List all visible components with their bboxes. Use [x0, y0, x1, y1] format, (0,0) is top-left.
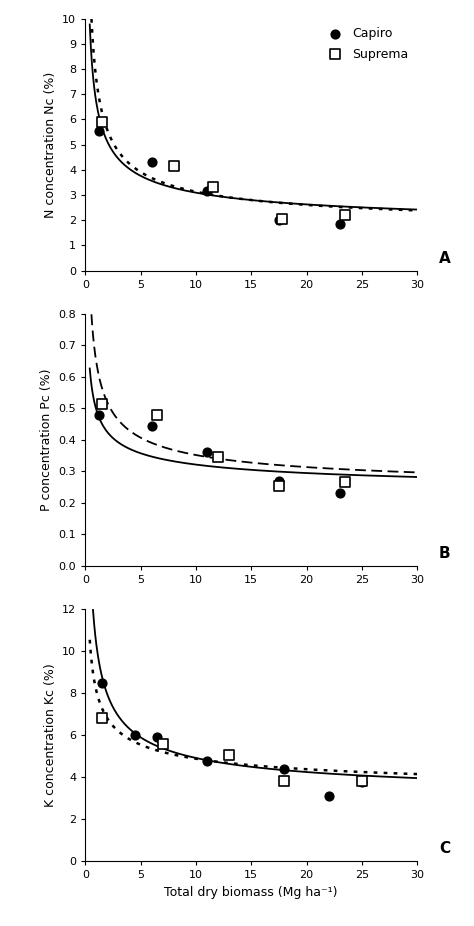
Capiro: [154, 730, 161, 745]
Capiro: [325, 789, 332, 804]
Legend: Capiro, Suprema: Capiro, Suprema: [321, 25, 411, 63]
Suprema: [214, 450, 222, 465]
Capiro: [148, 419, 155, 433]
Suprema: [281, 774, 288, 789]
Suprema: [341, 475, 349, 490]
Text: A: A: [438, 251, 450, 266]
Suprema: [358, 774, 365, 789]
Text: B: B: [438, 545, 450, 561]
Suprema: [98, 711, 106, 726]
Capiro: [336, 486, 344, 501]
Suprema: [209, 180, 216, 194]
Capiro: [203, 754, 211, 769]
Capiro: [358, 775, 365, 790]
Capiro: [203, 183, 211, 198]
Suprema: [278, 211, 286, 226]
Y-axis label: P concentration Pc (%): P concentration Pc (%): [40, 369, 53, 511]
Suprema: [275, 478, 283, 493]
Capiro: [336, 217, 344, 232]
Capiro: [95, 123, 102, 138]
X-axis label: Total dry biomass (Mg ha⁻¹): Total dry biomass (Mg ha⁻¹): [164, 886, 338, 899]
Capiro: [148, 155, 155, 169]
Suprema: [170, 158, 178, 173]
Capiro: [203, 445, 211, 460]
Suprema: [98, 396, 106, 411]
Y-axis label: N concentration Nc (%): N concentration Nc (%): [44, 71, 57, 218]
Capiro: [281, 761, 288, 776]
Text: C: C: [439, 841, 450, 857]
Capiro: [275, 473, 283, 488]
Suprema: [154, 407, 161, 422]
Y-axis label: K concentration Kc (%): K concentration Kc (%): [44, 663, 56, 807]
Capiro: [131, 728, 139, 743]
Suprema: [98, 115, 106, 130]
Capiro: [275, 213, 283, 228]
Suprema: [159, 736, 166, 751]
Suprema: [341, 207, 349, 222]
Capiro: [98, 675, 106, 690]
Suprema: [225, 747, 233, 762]
Capiro: [95, 407, 102, 422]
